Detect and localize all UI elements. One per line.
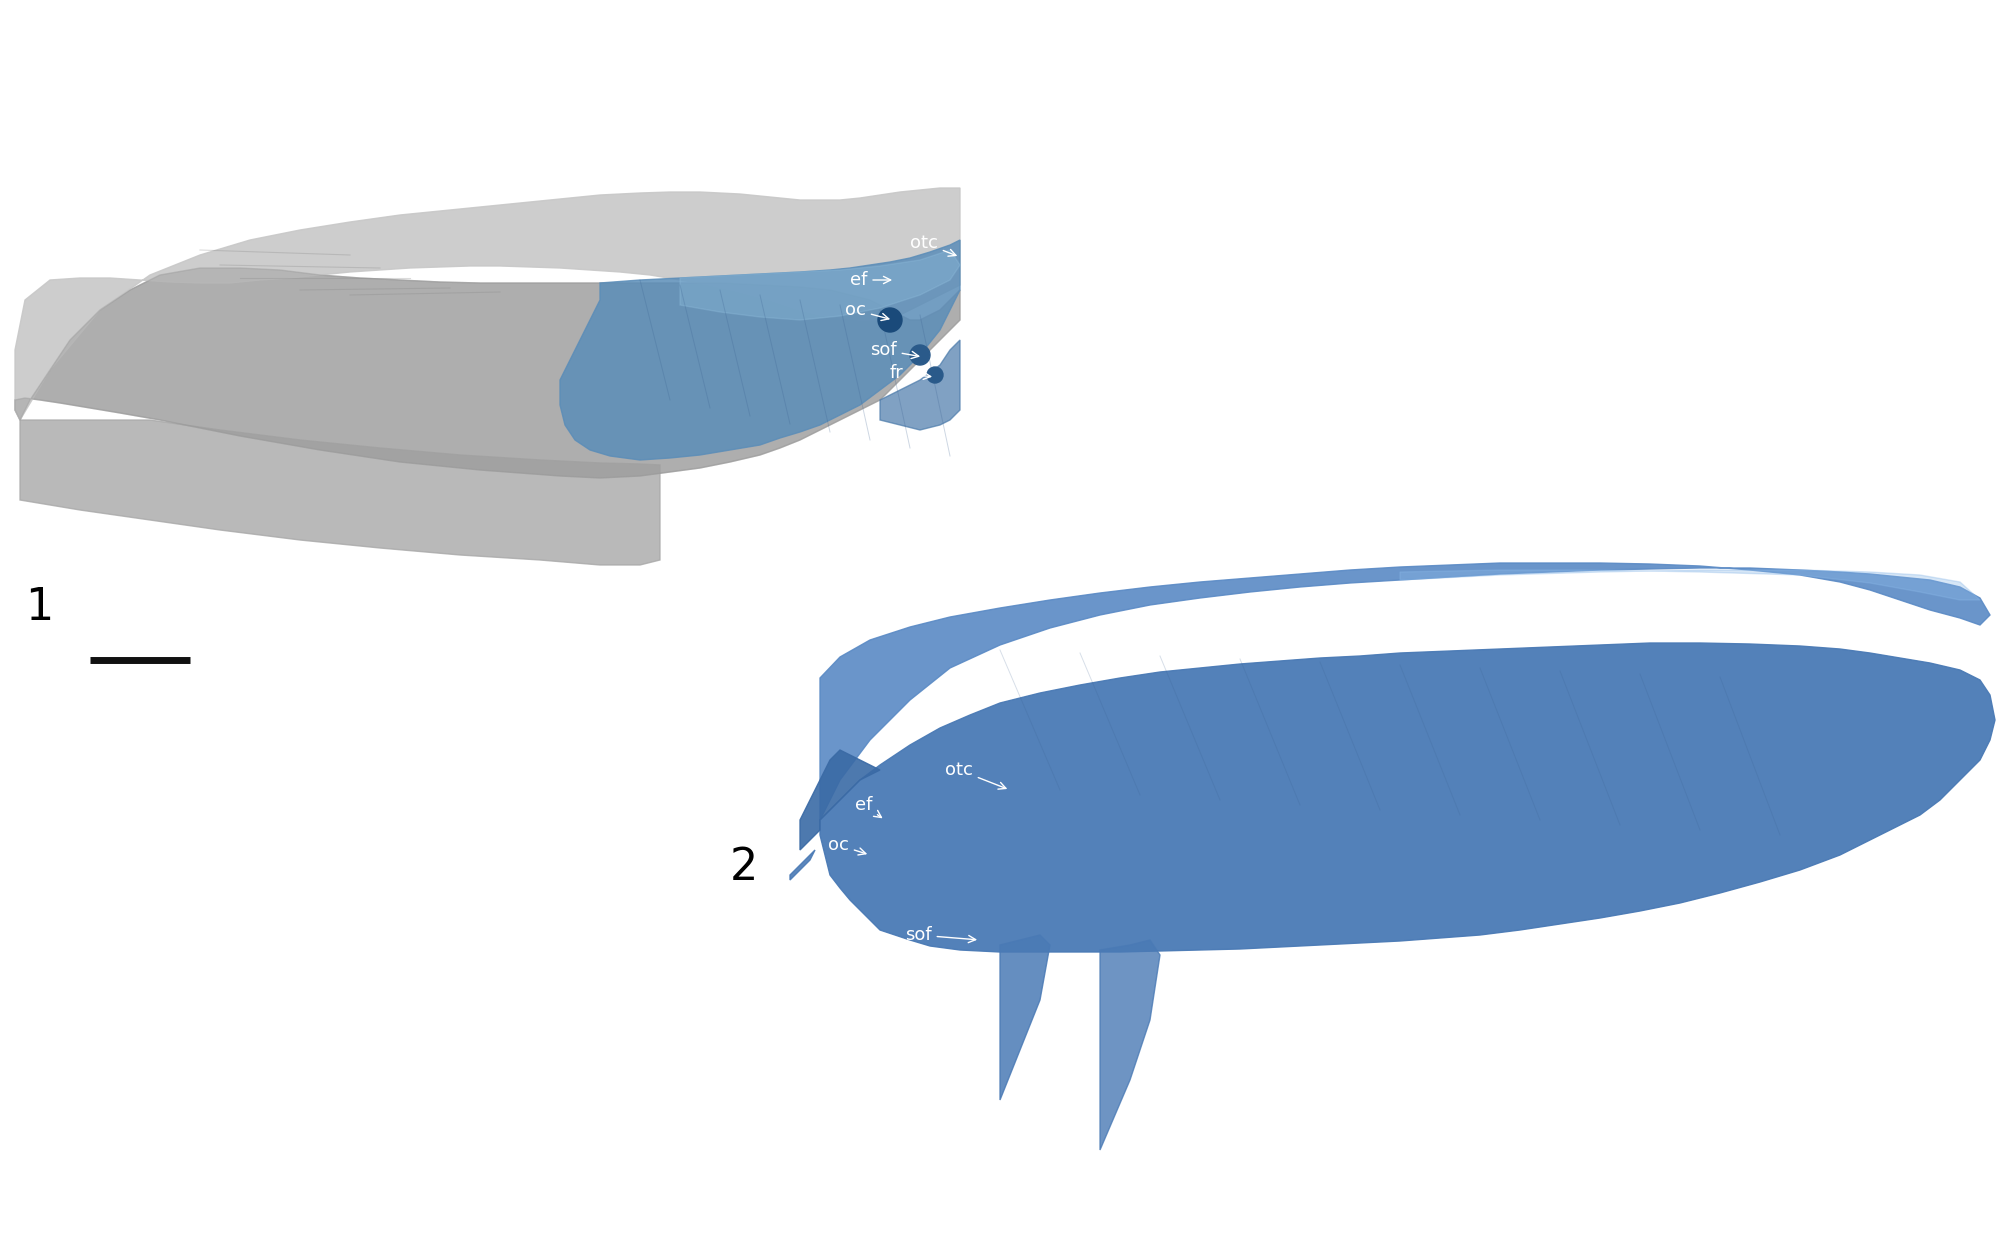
Polygon shape [789, 850, 815, 881]
Polygon shape [819, 643, 1995, 952]
Polygon shape [14, 268, 959, 478]
Polygon shape [1100, 940, 1160, 1150]
Text: sof: sof [869, 341, 919, 359]
Polygon shape [879, 340, 959, 430]
Polygon shape [1399, 570, 1979, 600]
Text: ef: ef [855, 796, 881, 818]
Circle shape [927, 367, 943, 382]
Text: fr: fr [889, 364, 929, 382]
Polygon shape [819, 564, 1989, 820]
Text: fr: fr [929, 971, 985, 989]
Text: sof: sof [905, 926, 975, 944]
Polygon shape [799, 750, 879, 850]
Text: ef: ef [849, 270, 891, 289]
Text: otc: otc [909, 234, 955, 257]
Text: otc: otc [945, 761, 1006, 789]
Polygon shape [680, 250, 959, 320]
Polygon shape [14, 187, 959, 420]
Text: oc: oc [827, 837, 865, 855]
Circle shape [877, 308, 901, 332]
Polygon shape [560, 240, 959, 460]
Polygon shape [999, 935, 1050, 1099]
Text: 1: 1 [24, 586, 54, 629]
Polygon shape [14, 268, 959, 478]
Text: oc: oc [845, 301, 889, 321]
Text: 2: 2 [731, 845, 759, 889]
Polygon shape [20, 420, 660, 565]
Circle shape [909, 345, 929, 365]
